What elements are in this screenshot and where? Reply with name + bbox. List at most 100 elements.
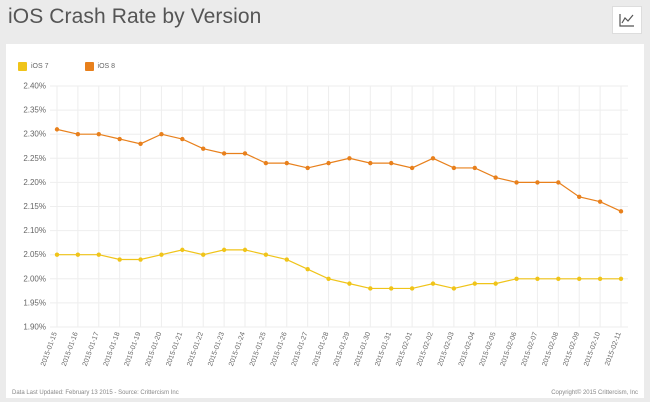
data-point-ios8 [451, 165, 457, 171]
data-point-ios7 [242, 247, 248, 253]
data-point-ios8 [201, 146, 206, 151]
footer-data-updated: Data Last Updated: February 13 2015 - So… [12, 390, 179, 396]
data-point-ios8 [75, 132, 81, 137]
y-tick-label: 2.15% [23, 202, 46, 211]
data-point-ios8 [472, 165, 477, 171]
data-point-ios8 [242, 151, 248, 156]
data-point-ios7 [618, 276, 624, 281]
x-tick-label: 2015-01-16 [61, 331, 80, 367]
series-line-ios7 [57, 249, 621, 290]
data-point-ios7 [326, 276, 331, 281]
data-point-ios7 [514, 276, 519, 281]
x-tick-label: 2015-02-02 [416, 331, 435, 367]
x-tick-label: 2015-01-24 [228, 331, 247, 367]
x-tick-label: 2015-01-27 [291, 331, 310, 367]
data-point-ios7 [263, 252, 269, 257]
y-tick-label: 2.20% [23, 178, 46, 187]
data-point-ios8 [493, 175, 498, 180]
x-tick-label: 2015-02-06 [500, 331, 519, 367]
y-tick-label: 2.10% [23, 226, 46, 235]
y-tick-label: 1.90% [23, 323, 46, 332]
data-point-ios7 [221, 247, 227, 253]
data-point-ios7 [493, 281, 498, 286]
data-point-ios7 [347, 281, 352, 286]
data-point-ios8 [284, 160, 289, 166]
data-point-ios8 [221, 151, 227, 156]
data-point-ios7 [201, 252, 206, 257]
legend-label-ios8: iOS 8 [97, 63, 116, 70]
data-point-ios7 [451, 286, 457, 291]
x-tick-label: 2015-01-30 [353, 331, 372, 367]
data-point-ios8 [54, 127, 60, 132]
x-tick-label: 2015-02-07 [520, 331, 539, 367]
chart-type-button[interactable] [612, 6, 642, 34]
data-point-ios8 [430, 156, 436, 161]
x-tick-label: 2015-01-23 [207, 331, 226, 367]
legend: iOS 7 iOS 8 [18, 62, 115, 71]
x-tick-label: 2015-02-09 [562, 331, 581, 367]
y-tick-label: 2.35% [23, 106, 46, 115]
y-tick-label: 2.25% [23, 154, 46, 163]
data-point-ios7 [305, 266, 310, 272]
data-point-ios7 [472, 281, 477, 286]
data-point-ios8 [305, 165, 310, 171]
legend-swatch-ios7 [18, 62, 27, 71]
x-tick-label: 2015-01-21 [165, 331, 184, 367]
page-title: iOS Crash Rate by Version [8, 5, 262, 28]
y-tick-label: 2.00% [23, 274, 46, 283]
data-point-ios7 [75, 252, 81, 257]
data-point-ios8 [535, 180, 540, 185]
data-point-ios8 [263, 160, 269, 166]
data-point-ios8 [326, 160, 331, 166]
data-point-ios7 [54, 252, 60, 257]
data-point-ios7 [180, 247, 185, 253]
data-point-ios8 [138, 141, 143, 147]
x-tick-label: 2015-02-08 [541, 331, 560, 367]
line-chart: 1.90% 1.95% 2.00% 2.05% 2.10% 2.15% 2.20% 2.25%… [23, 82, 628, 367]
data-point-ios8 [389, 160, 394, 166]
chart-card: iOS 7 iOS 8 1.90% 1.95% 2.00% 2.05% 2.10% 2.1… [6, 44, 644, 398]
x-tick-label: 2015-02-03 [437, 331, 456, 367]
data-point-ios8 [597, 199, 603, 204]
data-point-ios7 [577, 276, 582, 281]
x-tick-label: 2015-01-18 [103, 331, 122, 367]
data-point-ios7 [284, 257, 289, 262]
legend-swatch-ios8 [84, 62, 94, 71]
x-tick-label: 2015-02-01 [395, 331, 414, 367]
data-point-ios8 [347, 156, 352, 161]
x-tick-label: 2015-01-17 [82, 331, 101, 367]
x-tick-label: 2015-02-10 [583, 331, 602, 367]
y-tick-label: 2.05% [23, 250, 46, 259]
data-point-ios8 [368, 160, 373, 166]
data-point-ios7 [556, 276, 561, 281]
data-point-ios8 [159, 132, 164, 137]
legend-label-ios7: iOS 7 [31, 63, 49, 70]
data-point-ios7 [96, 252, 101, 257]
data-point-ios7 [368, 286, 373, 291]
y-tick-label: 2.30% [23, 130, 46, 139]
line-chart-icon [619, 14, 634, 27]
x-tick-label: 2015-01-29 [332, 331, 351, 367]
data-point-ios7 [535, 276, 540, 281]
x-tick-label: 2015-02-05 [479, 331, 498, 367]
y-tick-label: 1.95% [23, 298, 46, 307]
data-point-ios8 [556, 180, 561, 185]
x-tick-label: 2015-01-20 [144, 331, 163, 367]
data-point-ios7 [389, 286, 394, 291]
legend-item-ios7[interactable]: iOS 7 [18, 62, 49, 71]
footer-copyright: Copyright© 2015 Crittercism, Inc [551, 390, 638, 396]
data-point-ios7 [597, 276, 603, 281]
x-tick-label: 2015-01-26 [270, 331, 289, 367]
legend-item-ios8[interactable]: iOS 8 [84, 62, 116, 71]
data-point-ios8 [618, 209, 624, 214]
data-point-ios8 [409, 165, 415, 171]
x-tick-label: 2015-01-28 [312, 331, 331, 367]
y-tick-label: 2.40% [23, 82, 46, 91]
data-point-ios7 [138, 257, 143, 262]
data-point-ios8 [117, 136, 122, 142]
x-tick-label: 2015-02-04 [458, 331, 477, 367]
data-point-ios7 [159, 252, 164, 257]
x-tick-label: 2015-01-19 [124, 331, 143, 367]
data-point-ios8 [577, 194, 582, 200]
x-tick-label: 2015-01-25 [249, 331, 268, 367]
